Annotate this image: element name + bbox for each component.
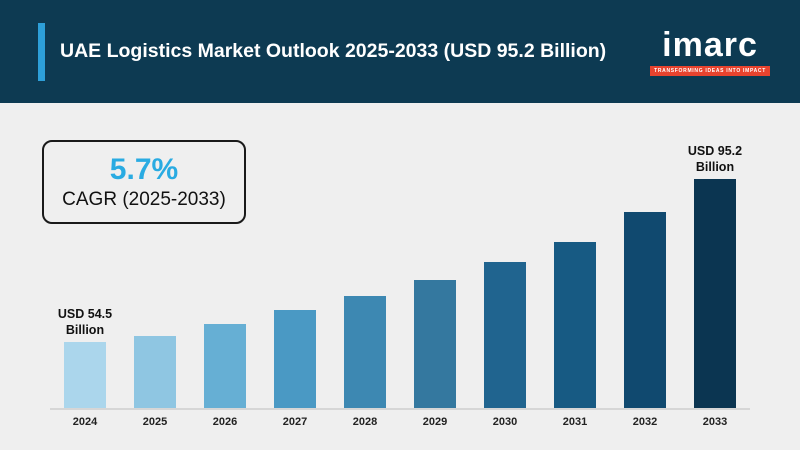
year-label-2030: 2030 bbox=[492, 416, 518, 428]
x-axis-year-labels: 2024 2025 2026 2027 2028 2029 2030 2031 2032 2033 bbox=[50, 410, 750, 428]
bar-column-2024: USD 54.5 Billion bbox=[50, 306, 120, 408]
bar-2030 bbox=[484, 262, 526, 408]
bar-column-2028 bbox=[330, 296, 400, 408]
year-label-2032: 2032 bbox=[632, 416, 658, 428]
bar-2024 bbox=[64, 342, 106, 408]
year-label-2031: 2031 bbox=[562, 416, 588, 428]
bar-column-2031 bbox=[540, 242, 610, 408]
bar-column-2033: USD 95.2 Billion bbox=[680, 143, 750, 408]
bar-chart-plot-area: USD 54.5 Billion USD 95.2 Billion bbox=[50, 140, 750, 410]
year-label-2029: 2029 bbox=[422, 416, 448, 428]
title-accent-bar bbox=[38, 22, 45, 81]
year-label-2028: 2028 bbox=[352, 416, 378, 428]
bar-column-2030 bbox=[470, 262, 540, 408]
imarc-logo-text: imarc bbox=[662, 25, 758, 64]
year-label-2033: 2033 bbox=[702, 416, 728, 428]
bar-column-2029 bbox=[400, 280, 470, 408]
bar-2029 bbox=[414, 280, 456, 408]
imarc-logo: imarc TRANSFORMING IDEAS INTO IMPACT bbox=[650, 28, 770, 76]
bar-column-2026 bbox=[190, 324, 260, 408]
bar-2031 bbox=[554, 242, 596, 408]
cagr-value: 5.7% bbox=[109, 153, 179, 186]
year-label-2024: 2024 bbox=[72, 416, 98, 428]
year-label-2027: 2027 bbox=[282, 416, 308, 428]
bar-2033 bbox=[694, 179, 736, 408]
imarc-logo-tagline: TRANSFORMING IDEAS INTO IMPACT bbox=[650, 65, 770, 76]
bar-column-2032 bbox=[610, 212, 680, 408]
bar-column-2027 bbox=[260, 310, 330, 408]
bar-2026 bbox=[204, 324, 246, 408]
bar-2025 bbox=[134, 336, 176, 408]
header: UAE Logistics Market Outlook 2025-2033 (… bbox=[0, 0, 800, 103]
bar-2028 bbox=[344, 296, 386, 408]
cagr-label: CAGR (2025-2033) bbox=[62, 189, 226, 210]
year-label-2025: 2025 bbox=[142, 416, 168, 428]
bar-2032 bbox=[624, 212, 666, 408]
year-label-2026: 2026 bbox=[212, 416, 238, 428]
bar-chart: USD 54.5 Billion USD 95.2 Billion 2024 202… bbox=[50, 140, 750, 428]
page-title: UAE Logistics Market Outlook 2025-2033 (… bbox=[60, 39, 607, 62]
cagr-callout-box: 5.7% CAGR (2025-2033) bbox=[42, 140, 246, 224]
bar-value-label-2024: USD 54.5 Billion bbox=[57, 306, 113, 337]
bar-2027 bbox=[274, 310, 316, 408]
bar-column-2025 bbox=[120, 336, 190, 408]
bar-value-label-2033: USD 95.2 Billion bbox=[687, 143, 743, 174]
